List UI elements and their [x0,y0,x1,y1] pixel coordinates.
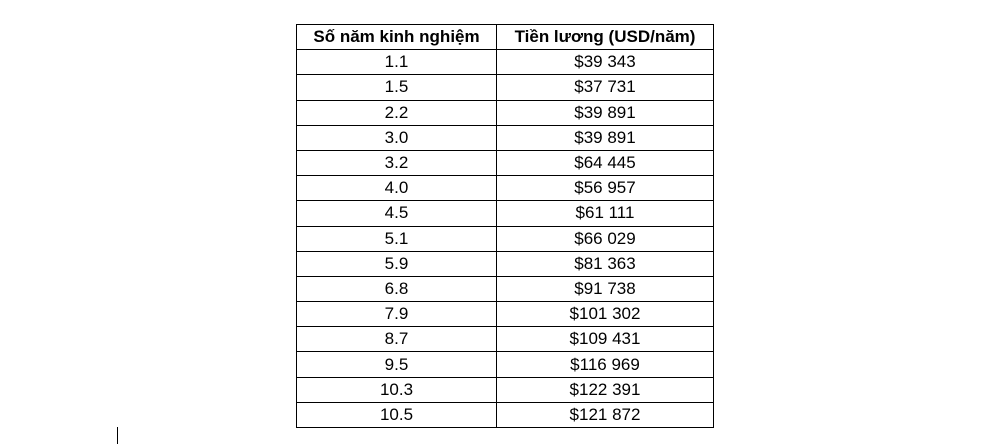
header-years-experience: Số năm kinh nghiệm [296,23,497,51]
table-row: 1.5 $37 731 [296,74,714,101]
table-row: 10.5 $121 872 [296,401,714,429]
years-cell: 9.5 [296,351,497,378]
salary-cell: $91 738 [496,275,714,303]
salary-cell: $64 445 [496,149,714,177]
years-cell: 4.5 [296,200,497,227]
table-row: 10.3 $122 391 [296,376,714,403]
salary-cell: $61 111 [496,200,714,227]
header-salary: Tiền lương (USD/năm) [496,23,714,51]
table-row: 2.2 $39 891 [296,99,714,126]
salary-cell: $37 731 [496,74,714,101]
salary-cell: $109 431 [496,326,714,353]
years-cell: 5.1 [296,225,497,252]
table-row: 6.8 $91 738 [296,275,714,303]
years-cell: 10.3 [296,376,497,403]
text-cursor[interactable] [117,427,118,444]
years-cell: 3.2 [296,149,497,177]
years-cell: 6.8 [296,275,497,303]
table-row: 5.1 $66 029 [296,225,714,252]
table-row: 3.0 $39 891 [296,124,714,151]
salary-cell: $39 891 [496,124,714,151]
years-cell: 10.5 [296,401,497,429]
table-row: 9.5 $116 969 [296,351,714,378]
salary-cell: $56 957 [496,175,714,202]
salary-cell: $39 343 [496,49,714,76]
salary-cell: $66 029 [496,225,714,252]
table-header-row: Số năm kinh nghiệm Tiền lương (USD/năm) [296,23,714,51]
table-row: 4.0 $56 957 [296,175,714,202]
table-row: 5.9 $81 363 [296,250,714,277]
salary-cell: $122 391 [496,376,714,403]
years-cell: 2.2 [296,99,497,126]
salary-cell: $101 302 [496,301,714,328]
table-row: 7.9 $101 302 [296,301,714,328]
years-cell: 4.0 [296,175,497,202]
years-cell: 1.5 [296,74,497,101]
table-row: 3.2 $64 445 [296,149,714,177]
years-cell: 5.9 [296,250,497,277]
years-cell: 3.0 [296,124,497,151]
years-cell: 7.9 [296,301,497,328]
salary-cell: $81 363 [496,250,714,277]
salary-cell: $39 891 [496,99,714,126]
salary-experience-table: Số năm kinh nghiệm Tiền lương (USD/năm) … [296,23,714,429]
salary-cell: $116 969 [496,351,714,378]
table-row: 1.1 $39 343 [296,49,714,76]
table-row: 8.7 $109 431 [296,326,714,353]
years-cell: 1.1 [296,49,497,76]
years-cell: 8.7 [296,326,497,353]
salary-cell: $121 872 [496,401,714,429]
table-row: 4.5 $61 111 [296,200,714,227]
